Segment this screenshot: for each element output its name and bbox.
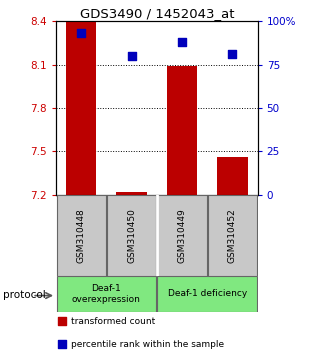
Text: transformed count: transformed count (71, 316, 156, 326)
Bar (116, 192, 147, 195)
Bar (57, 195, 106, 276)
Bar (167, 66, 197, 195)
Bar (217, 157, 248, 195)
Text: GSM310449: GSM310449 (178, 208, 187, 263)
Point (230, 51, 235, 57)
Point (129, 53, 134, 59)
Text: GSM310448: GSM310448 (77, 208, 86, 263)
Text: GSM310450: GSM310450 (127, 208, 136, 263)
Bar (208, 195, 257, 276)
Text: GSM310452: GSM310452 (228, 208, 237, 263)
Bar (57, 276, 156, 312)
Title: GDS3490 / 1452043_at: GDS3490 / 1452043_at (80, 7, 234, 20)
Bar (157, 195, 207, 276)
Point (60, 342, 65, 347)
Point (60, 318, 65, 324)
Point (79, 30, 84, 36)
Bar (107, 195, 156, 276)
Point (180, 39, 185, 45)
Bar (66, 21, 96, 195)
Text: Deaf-1
overexpression: Deaf-1 overexpression (72, 284, 141, 303)
Text: Deaf-1 deficiency: Deaf-1 deficiency (168, 289, 247, 298)
Bar (157, 276, 257, 312)
Text: percentile rank within the sample: percentile rank within the sample (71, 340, 225, 349)
Text: protocol: protocol (3, 290, 46, 299)
